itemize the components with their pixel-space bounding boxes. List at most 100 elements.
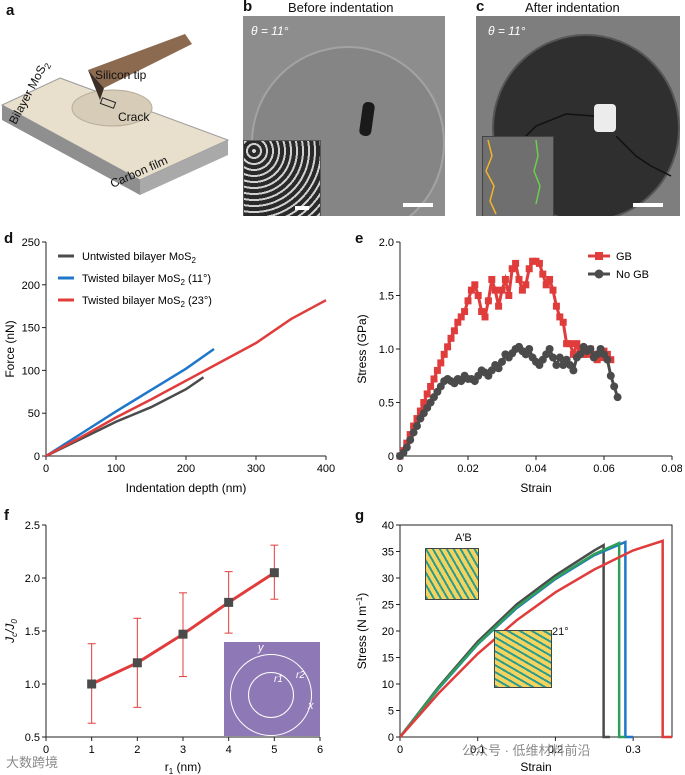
data-point	[569, 350, 577, 358]
x-tick-label: 0.1	[470, 744, 485, 756]
watermark-right: 公众号 · 低维材料前沿	[462, 743, 591, 758]
chart-stress-strain-gpa: 0 0.02 0.04 0.06 0.08 0 0.5 1.0 1.5 2.0 Strain Stre…	[355, 237, 682, 495]
legend-label: Twisted bilayer MoS2 (23°)	[82, 295, 212, 309]
x-tick-label: 300	[247, 463, 265, 475]
y-tick-label: 50	[28, 408, 40, 420]
data-point	[402, 443, 411, 452]
inset-label-x: x	[308, 700, 314, 712]
data-point	[269, 568, 279, 578]
chart-stress-strain-nm: 0 0.1 0.2 0.3 0 5 10 15 20 25 30 35 40 Strain Stress (…	[355, 520, 673, 774]
data-point	[586, 345, 595, 353]
scale-bar-c	[633, 203, 663, 207]
data-point	[447, 334, 455, 342]
data-point	[525, 345, 534, 353]
data-point	[566, 340, 574, 348]
data-point	[87, 679, 97, 689]
data-point	[505, 292, 513, 299]
x-tick-label: 3	[180, 744, 186, 756]
scale-bar-inset-b	[295, 206, 309, 210]
data-point	[573, 340, 581, 348]
x-tick-label: 6	[317, 744, 323, 756]
data-point	[546, 275, 554, 283]
y-axis-label: Jc/J0	[3, 619, 19, 644]
y-tick-label: 0	[388, 451, 394, 463]
panel-b-title: Before indentation	[288, 0, 394, 15]
data-point	[512, 259, 520, 267]
y-tick-label: 1.5	[25, 626, 40, 638]
legend-label: Twisted bilayer MoS2 (11°)	[82, 273, 211, 287]
theta-label-b: θ = 11°	[251, 24, 289, 38]
legend-marker	[594, 269, 604, 279]
data-point	[549, 286, 557, 294]
data-point	[525, 265, 533, 273]
y-tick-label: 150	[22, 323, 40, 335]
data-point	[450, 327, 458, 335]
data-point	[478, 308, 486, 316]
data-point	[518, 286, 526, 294]
data-point	[427, 382, 435, 390]
y-tick-label: 25	[382, 600, 394, 612]
chart-jc-ratio: 0 1 2 3 4 5 6 0.5 1.0 1.5 2.0 2.5 r1 (nm) Jc/J0	[3, 520, 323, 775]
panel-c-title: After indentation	[525, 0, 620, 15]
data-point	[491, 286, 499, 294]
grain-boundary-lines	[485, 139, 541, 215]
y-tick-label: 2.5	[25, 520, 40, 532]
crack-mark-after	[594, 104, 616, 132]
x-axis-label: r1 (nm)	[165, 760, 201, 775]
y-tick-label: 2.0	[25, 573, 40, 585]
x-tick-label: 0	[397, 463, 403, 475]
data-point	[576, 345, 584, 353]
theta-label-c: θ = 11°	[488, 24, 526, 38]
panel-a-label: a	[6, 2, 15, 19]
y-tick-label: 20	[382, 626, 394, 638]
chart-force-depth: 0 100 200 300 400 0 50 100 150 200 250 Indentation …	[3, 237, 335, 495]
data-point	[440, 350, 448, 358]
data-point	[474, 292, 482, 299]
data-point	[498, 357, 506, 366]
y-tick-label: 1.0	[25, 679, 40, 691]
data-point	[409, 428, 418, 437]
inset-circle-inner	[248, 672, 294, 718]
x-tick-label: 4	[226, 744, 232, 756]
panel-b-label: b	[243, 0, 253, 15]
x-tick-label: 200	[177, 463, 195, 475]
data-point	[416, 407, 424, 415]
series-line	[45, 347, 215, 458]
data-point	[495, 302, 503, 310]
y-tick-label: 200	[22, 280, 40, 292]
y-axis-label: Force (nN)	[3, 320, 17, 377]
y-tick-label: 0	[388, 732, 394, 744]
data-point	[545, 345, 554, 353]
watermark-left: 大数跨境	[6, 755, 59, 770]
data-point	[430, 375, 438, 383]
data-point	[613, 393, 622, 402]
x-tick-label: 100	[107, 463, 125, 475]
plot-frame	[399, 524, 673, 738]
data-point	[569, 366, 578, 375]
y-tick-label: 250	[22, 237, 40, 249]
panel-c-label: c	[476, 0, 485, 15]
data-point	[471, 281, 479, 289]
x-tick-label: 0.02	[457, 463, 478, 475]
data-point	[484, 297, 492, 305]
series-line	[45, 299, 327, 458]
data-point	[467, 286, 475, 294]
data-point	[461, 308, 469, 316]
tem-image-after: θ = 11°	[476, 16, 680, 216]
panel-e-label: e	[355, 230, 364, 247]
panel-g-label: g	[355, 507, 365, 524]
data-point	[403, 439, 411, 447]
x-tick-label: 0.06	[593, 463, 614, 475]
data-point	[224, 597, 234, 607]
panel-g-inset-top-label: A′B	[455, 532, 472, 544]
panel-g-inset-bottom	[494, 630, 552, 688]
x-axis-label: Strain	[520, 481, 551, 495]
y-tick-label: 1.5	[379, 291, 394, 303]
lattice-inset-b	[243, 140, 321, 216]
data-point	[413, 422, 421, 431]
series-line	[399, 539, 672, 739]
x-tick-label: 5	[271, 744, 277, 756]
inset-label-r2: r2	[296, 670, 305, 681]
data-point	[420, 399, 428, 406]
panel-f-inset: y x r1 r2	[224, 642, 320, 736]
